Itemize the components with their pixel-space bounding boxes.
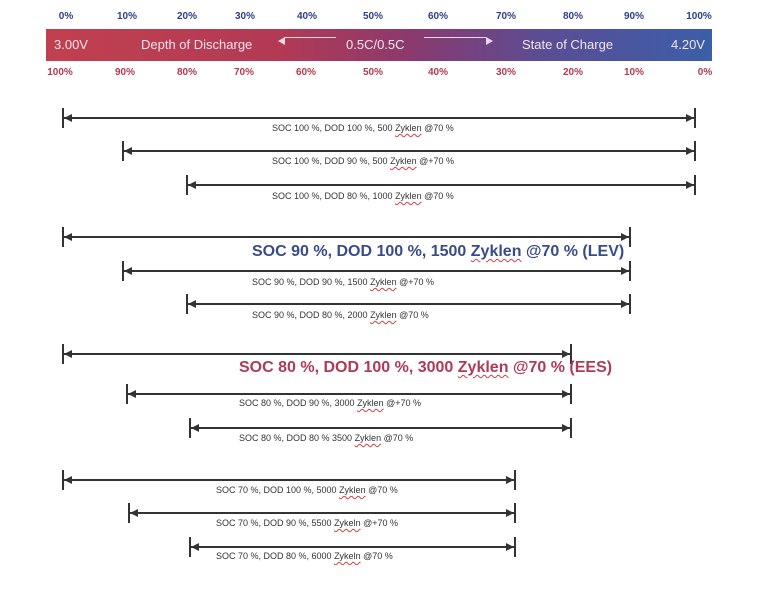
- dod-tick: 10%: [623, 67, 645, 78]
- c-rate-label: 0.5C/0.5C: [346, 37, 405, 52]
- soc-tick: 60%: [427, 11, 449, 22]
- range-label: SOC 100 %, DOD 90 %, 500 Zyklen @+70 %: [272, 156, 454, 166]
- soc-tick: 20%: [176, 11, 198, 22]
- dod-tick: 20%: [562, 67, 584, 78]
- dod-tick: 90%: [114, 67, 136, 78]
- dod-tick: 0%: [697, 67, 713, 78]
- range-arrow: [62, 227, 631, 247]
- arrowhead-right-icon: [562, 424, 570, 432]
- arrowhead-right-icon: [506, 543, 514, 551]
- dod-tick: 50%: [362, 67, 384, 78]
- charge-gradient-bar: 3.00V Depth of Discharge 0.5C/0.5C State…: [46, 29, 712, 61]
- arrow-left-icon: [278, 37, 285, 45]
- arrowhead-right-icon: [621, 300, 629, 308]
- range-arrow: [122, 141, 696, 161]
- range-label: SOC 100 %, DOD 100 %, 500 Zyklen @70 %: [272, 123, 454, 133]
- arrowhead-left-icon: [188, 181, 196, 189]
- highlight-label-ees: SOC 80 %, DOD 100 %, 3000 Zyklen @70 % (…: [239, 359, 613, 376]
- range-arrow: [186, 175, 696, 195]
- range-label: SOC 70 %, DOD 100 %, 5000 Zyklen @70 %: [216, 485, 398, 495]
- soc-tick: 80%: [562, 11, 584, 22]
- soc-tick: 100%: [686, 11, 712, 22]
- range-arrow: [62, 108, 696, 128]
- arrowhead-right-icon: [506, 509, 514, 517]
- soc-tick: 90%: [623, 11, 645, 22]
- soc-tick: 10%: [116, 11, 138, 22]
- arrowhead-left-icon: [124, 267, 132, 275]
- depth-of-discharge-label: Depth of Discharge: [141, 37, 253, 52]
- arrowhead-right-icon: [506, 476, 514, 484]
- arrowhead-left-icon: [130, 509, 138, 517]
- range-arrow: [126, 384, 572, 404]
- soc-tick: 30%: [234, 11, 256, 22]
- range-arrow: [62, 470, 516, 490]
- arrowhead-left-icon: [64, 350, 72, 358]
- arrow-line: [424, 37, 486, 38]
- arrowhead-left-icon: [128, 390, 136, 398]
- max-voltage-label: 4.20V: [671, 37, 705, 52]
- arrowhead-right-icon: [686, 147, 694, 155]
- dod-tick: 30%: [495, 67, 517, 78]
- range-label: SOC 70 %, DOD 80 %, 6000 Zykeln @70 %: [216, 551, 393, 561]
- arrowhead-right-icon: [621, 267, 629, 275]
- range-label: SOC 70 %, DOD 90 %, 5500 Zykeln @+70 %: [216, 518, 398, 528]
- range-arrow: [62, 344, 572, 364]
- min-voltage-label: 3.00V: [54, 37, 88, 52]
- range-arrow: [128, 503, 516, 523]
- arrow-right-icon: [486, 37, 493, 45]
- range-arrow: [122, 261, 631, 281]
- dod-tick: 70%: [233, 67, 255, 78]
- range-label: SOC 100 %, DOD 80 %, 1000 Zyklen @70 %: [272, 191, 454, 201]
- dod-tick: 80%: [176, 67, 198, 78]
- arrowhead-left-icon: [64, 114, 72, 122]
- range-label: SOC 90 %, DOD 80 %, 2000 Zyklen @70 %: [252, 310, 429, 320]
- soc-tick: 50%: [362, 11, 384, 22]
- arrowhead-right-icon: [686, 114, 694, 122]
- range-label: SOC 80 %, DOD 90 %, 3000 Zyklen @+70 %: [239, 398, 421, 408]
- arrowhead-left-icon: [188, 300, 196, 308]
- soc-tick: 40%: [296, 11, 318, 22]
- dod-tick: 40%: [427, 67, 449, 78]
- arrowhead-left-icon: [191, 424, 199, 432]
- dod-tick: 60%: [295, 67, 317, 78]
- dod-tick: 100%: [47, 67, 73, 78]
- soc-tick: 0%: [58, 11, 74, 22]
- arrowhead-right-icon: [562, 350, 570, 358]
- range-arrow: [189, 418, 572, 438]
- range-arrow: [189, 537, 516, 557]
- arrowhead-left-icon: [64, 233, 72, 241]
- highlight-label-lev: SOC 90 %, DOD 100 %, 1500 Zyklen @70 % (…: [252, 243, 625, 260]
- range-arrow: [186, 294, 631, 314]
- state-of-charge-label: State of Charge: [522, 37, 614, 52]
- arrowhead-right-icon: [562, 390, 570, 398]
- soc-tick: 70%: [495, 11, 517, 22]
- arrowhead-left-icon: [64, 476, 72, 484]
- arrowhead-left-icon: [191, 543, 199, 551]
- range-label: SOC 80 %, DOD 80 % 3500 Zyklen @70 %: [239, 433, 414, 443]
- arrowhead-left-icon: [124, 147, 132, 155]
- arrow-line: [284, 37, 336, 38]
- arrowhead-right-icon: [686, 181, 694, 189]
- arrowhead-right-icon: [621, 233, 629, 241]
- range-label: SOC 90 %, DOD 90 %, 1500 Zyklen @+70 %: [252, 277, 434, 287]
